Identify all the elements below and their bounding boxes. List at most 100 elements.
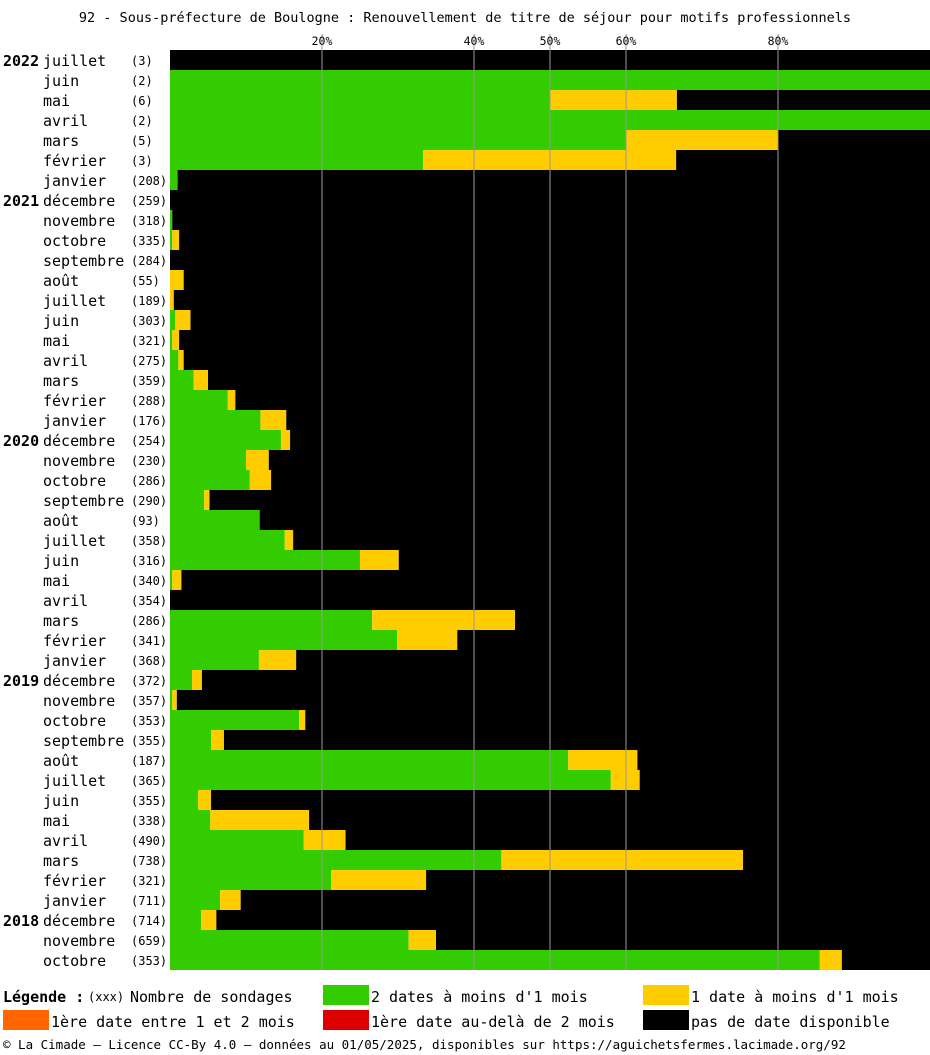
bar-green-32 — [170, 690, 173, 710]
row-count-10: (284) — [131, 254, 167, 268]
bar-green-6 — [170, 170, 178, 190]
row-month-14: mai — [43, 332, 70, 350]
legend-label-orange: 1ère date entre 1 et 2 mois — [51, 1013, 295, 1031]
legend-count-label: Nombre de sondages — [130, 988, 293, 1006]
bar-black-22 — [209, 490, 930, 510]
bar-yellow-15 — [178, 350, 184, 370]
row-month-29: février — [43, 632, 106, 650]
bar-black-31 — [201, 670, 930, 690]
bar-yellow-17 — [227, 390, 236, 410]
bar-yellow-44 — [408, 930, 436, 950]
row-count-3: (2) — [131, 114, 153, 128]
bar-green-38 — [170, 810, 211, 830]
row-month-2: mai — [43, 92, 70, 110]
legend-count-marker: (xxx) — [88, 990, 125, 1004]
bar-black-9 — [179, 230, 930, 250]
row-month-6: janvier — [43, 172, 106, 190]
row-month-8: novembre — [43, 212, 115, 230]
row-month-23: août — [43, 512, 79, 530]
bar-green-35 — [170, 750, 569, 770]
legend-swatch-yellow — [643, 985, 689, 1005]
bar-yellow-38 — [210, 810, 310, 830]
bar-black-8 — [172, 210, 930, 230]
row-count-19: (254) — [131, 434, 167, 448]
row-month-10: septembre — [43, 252, 124, 270]
bar-black-45 — [841, 950, 930, 970]
row-count-14: (321) — [131, 334, 167, 348]
row-month-40: mars — [43, 852, 79, 870]
bar-green-45 — [170, 950, 820, 970]
bar-yellow-12 — [170, 290, 174, 310]
row-year-19: 2020 — [3, 432, 39, 450]
stacked-bar-chart: 20% 40% 50% 60% 80% 2022 juillet (3)juin (2)mai… — [3, 34, 930, 970]
row-count-22: (290) — [131, 494, 167, 508]
row-count-6: (208) — [131, 174, 167, 188]
row-month-7: décembre — [43, 192, 115, 210]
bar-yellow-21 — [249, 470, 272, 490]
row-month-42: janvier — [43, 892, 106, 910]
row-month-27: avril — [43, 592, 88, 610]
bar-green-28 — [170, 610, 373, 630]
bar-yellow-19 — [280, 430, 291, 450]
row-count-16: (359) — [131, 374, 167, 388]
row-count-32: (357) — [131, 694, 167, 708]
bar-yellow-43 — [201, 910, 217, 930]
row-count-24: (358) — [131, 534, 167, 548]
row-count-1: (2) — [131, 74, 153, 88]
bar-green-2 — [170, 90, 550, 110]
row-month-15: avril — [43, 352, 88, 370]
bars-layer — [170, 50, 930, 970]
bar-black-6 — [177, 170, 930, 190]
row-month-16: mars — [43, 372, 79, 390]
bar-green-23 — [170, 510, 260, 530]
bar-yellow-25 — [360, 550, 399, 570]
row-count-39: (490) — [131, 834, 167, 848]
row-month-36: juillet — [43, 772, 106, 790]
bar-green-44 — [170, 930, 409, 950]
legend-swatch-red — [323, 1010, 369, 1030]
bar-yellow-31 — [192, 670, 202, 690]
row-count-25: (316) — [131, 554, 167, 568]
bar-black-28 — [515, 610, 930, 630]
row-month-39: avril — [43, 832, 88, 850]
bar-black-41 — [426, 870, 930, 890]
bar-yellow-24 — [284, 530, 294, 550]
row-count-40: (738) — [131, 854, 167, 868]
row-count-21: (286) — [131, 474, 167, 488]
bar-black-34 — [223, 730, 930, 750]
bar-black-13 — [190, 310, 930, 330]
row-month-32: novembre — [43, 692, 115, 710]
bar-yellow-14 — [172, 330, 180, 350]
bar-yellow-41 — [331, 870, 427, 890]
x-tick-label-4: 80% — [768, 34, 789, 48]
bar-yellow-22 — [204, 490, 210, 510]
legend-label-black: pas de date disponible — [691, 1013, 890, 1031]
bar-black-26 — [181, 570, 930, 590]
row-count-29: (341) — [131, 634, 167, 648]
row-count-8: (318) — [131, 214, 167, 228]
row-count-41: (321) — [131, 874, 167, 888]
row-year-31: 2019 — [3, 672, 39, 690]
row-month-0: juillet — [43, 52, 106, 70]
bar-black-37 — [211, 790, 930, 810]
bar-black-40 — [743, 850, 930, 870]
row-month-18: janvier — [43, 412, 106, 430]
row-month-24: juillet — [43, 532, 106, 550]
bar-black-12 — [173, 290, 930, 310]
bar-yellow-11 — [170, 270, 184, 290]
bar-green-8 — [170, 210, 173, 230]
bar-green-18 — [170, 410, 261, 430]
row-count-9: (335) — [131, 234, 167, 248]
bar-green-43 — [170, 910, 202, 930]
bar-black-42 — [240, 890, 930, 910]
legend-label-yellow: 1 date à moins d'1 mois — [691, 988, 899, 1006]
row-month-3: avril — [43, 112, 88, 130]
row-count-35: (187) — [131, 754, 167, 768]
row-count-17: (288) — [131, 394, 167, 408]
legend-swatch-black — [643, 1010, 689, 1030]
bar-yellow-39 — [303, 830, 346, 850]
bar-black-21 — [271, 470, 930, 490]
bar-yellow-32 — [172, 690, 177, 710]
bar-black-43 — [216, 910, 930, 930]
bar-yellow-13 — [175, 310, 191, 330]
